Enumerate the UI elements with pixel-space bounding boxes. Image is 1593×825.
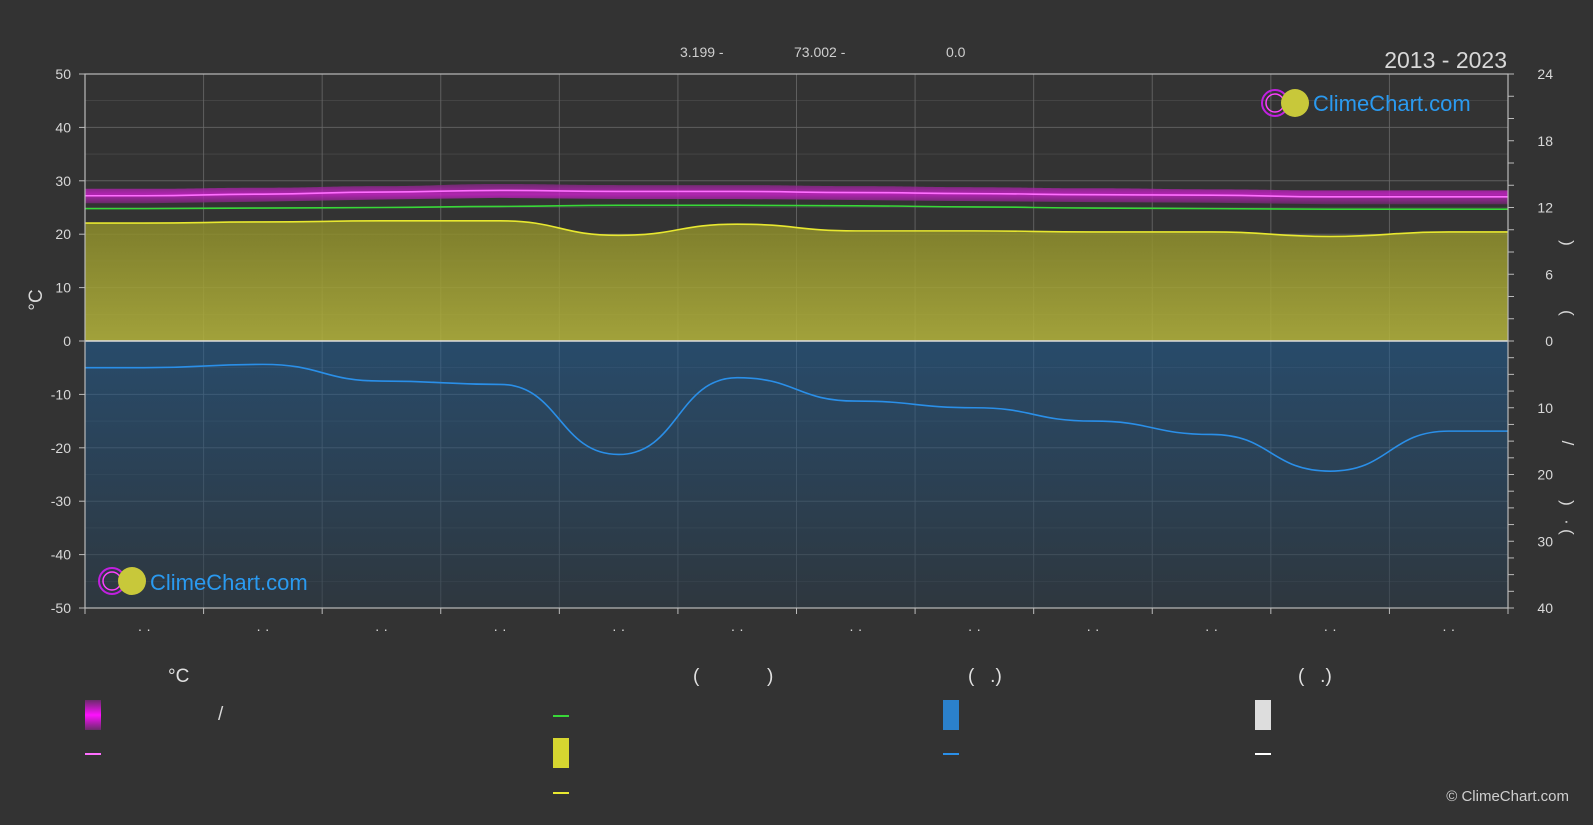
x-tick-label: · · [849, 621, 862, 637]
left-tick-label: -50 [51, 600, 71, 616]
logo-sun-icon [1281, 89, 1309, 117]
right-top-tick-label: 24 [1537, 66, 1553, 82]
precipitation-line [84, 363, 1508, 472]
right-bottom-tick-label: 30 [1537, 533, 1553, 549]
left-tick-label: 50 [55, 66, 71, 82]
left-tick-label: -10 [51, 386, 71, 402]
coord-elev: 0.0 [946, 44, 966, 60]
data-fills [85, 184, 1508, 608]
x-tick-label: · · [731, 621, 744, 637]
x-tick-label: · · [1205, 621, 1218, 637]
legend-snow-heading: ( .) [1298, 666, 1332, 687]
x-tick-label: · · [493, 621, 506, 637]
left-tick-label: -40 [51, 547, 71, 563]
right-bottom-tick-label: 10 [1537, 400, 1553, 416]
logo-sun-icon [118, 567, 146, 595]
left-tick-label: 20 [55, 226, 71, 242]
sunshine-area [85, 220, 1508, 341]
data-lines [84, 189, 1508, 472]
legend-sunshine-swatch [553, 738, 569, 768]
legend-snow-line-swatch [1255, 753, 1271, 755]
climechart-logo-bottom: ClimeChart.com [98, 567, 308, 595]
sunshine-line [84, 220, 1508, 238]
legend-rain-heading: ( .) [968, 666, 1002, 687]
x-tick-label: · · [1442, 621, 1455, 637]
legend-sun-heading-close: ) [767, 666, 773, 687]
x-tick-label: · · [138, 621, 151, 637]
copyright: © ClimeChart.com [1446, 788, 1569, 805]
right-bottom-axis-glyph: ( [1558, 529, 1577, 535]
legend-swatches [85, 700, 1271, 794]
legend-temp-separator: / [218, 704, 224, 725]
x-tick-label: · · [968, 621, 981, 637]
left-tick-label: 30 [55, 173, 71, 189]
x-tick-label: · · [612, 621, 625, 637]
max-temp-band [85, 184, 1508, 205]
x-tick-label: · · [256, 621, 269, 637]
left-tick-label: 10 [55, 280, 71, 296]
year-range: 2013 - 2023 [1384, 47, 1507, 73]
left-tick-label: -20 [51, 440, 71, 456]
right-bottom-axis-glyph: · [1558, 519, 1577, 525]
x-tick-label: · · [1324, 621, 1337, 637]
legend-rain-line-swatch [943, 753, 959, 755]
coord-lon: 73.002 - [794, 44, 846, 60]
left-tick-label: 0 [63, 333, 71, 349]
coord-lat: 3.199 - [680, 44, 724, 60]
right-bottom-tick-label: 40 [1537, 600, 1553, 616]
right-top-tick-label: 6 [1545, 266, 1553, 282]
legend-max-temp-swatch [85, 700, 101, 730]
right-bottom-axis-glyph: ) [1558, 500, 1577, 506]
logo-text-bottom: ClimeChart.com [150, 570, 308, 595]
x-tick-label: · · [1086, 621, 1099, 637]
logo-text-top: ClimeChart.com [1313, 91, 1471, 116]
left-tick-label: 40 [55, 119, 71, 135]
axes: 50 40 30 20 10 0 -10 -20 -30 -40 -50 24 18 12 6 0 10 20 30… [51, 66, 1577, 637]
x-tick-label: · · [375, 621, 388, 637]
left-axis-label: °C [26, 289, 47, 310]
right-bottom-tick-label: 20 [1537, 467, 1553, 483]
right-bottom-axis-glyph: / [1558, 441, 1577, 446]
legend-rain-swatch [943, 700, 959, 730]
daylight-line [84, 204, 1508, 210]
legend-sunshine-line-swatch [553, 792, 569, 794]
legend-sun-heading-open: ( [693, 666, 700, 687]
legend-snow-swatch [1255, 700, 1271, 730]
legend-temp-heading: °C [168, 666, 189, 687]
right-top-tick-label: 12 [1537, 200, 1553, 216]
right-top-axis-glyph: ( [1558, 310, 1577, 316]
climechart-logo-top: ClimeChart.com [1261, 89, 1471, 117]
legend-mean-temp-swatch [85, 753, 101, 755]
left-tick-label: -30 [51, 493, 71, 509]
right-top-axis-glyph: ) [1558, 240, 1577, 246]
right-top-tick-label: 0 [1545, 333, 1553, 349]
right-top-tick-label: 18 [1537, 133, 1553, 149]
legend-daylight-swatch [553, 715, 569, 717]
precipitation-area [85, 341, 1508, 608]
mean-temp-line [85, 189, 1508, 198]
